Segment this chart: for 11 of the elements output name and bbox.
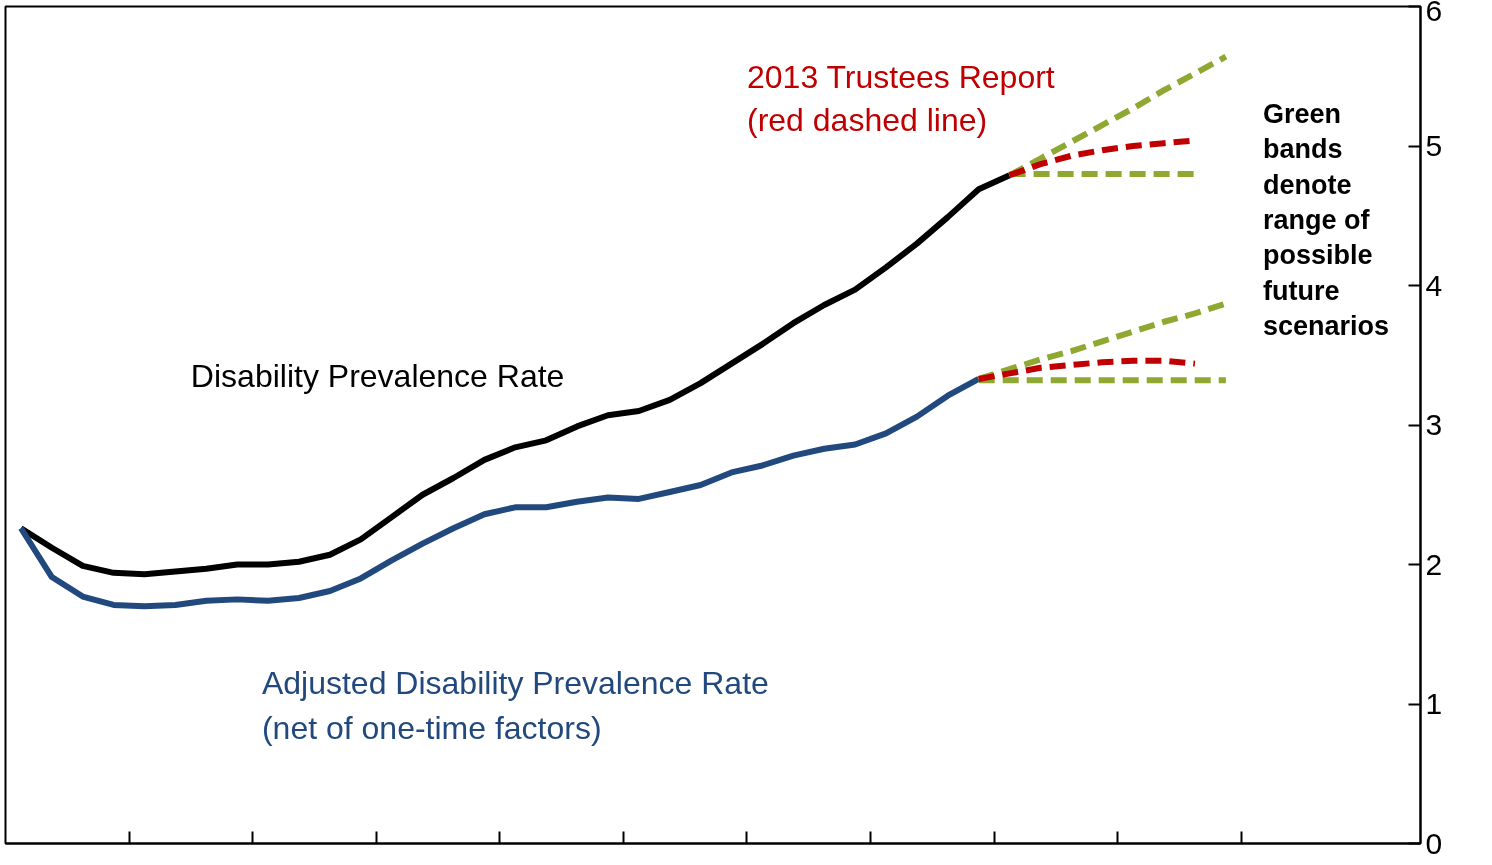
text: Green bands denote range of possible future scenarios	[1262, 98, 1390, 342]
y-tick-label: 4	[1425, 268, 1443, 302]
y-tick-label: 0	[1425, 826, 1443, 860]
y-tick-label: 5	[1425, 129, 1443, 162]
y-tick-label: 2	[1425, 547, 1443, 581]
y-tick-label: 6	[1425, 0, 1443, 27]
annotation: 2013 Trustees Report (red dashed line)	[746, 59, 1055, 138]
series-label: Disability Prevalence Rate	[190, 358, 565, 395]
text: Adjusted Disability Prevalence Rate (net of one-time factors)	[261, 664, 769, 746]
y-tick-label: 3	[1425, 408, 1443, 441]
y-tick-label: 1	[1425, 687, 1443, 720]
